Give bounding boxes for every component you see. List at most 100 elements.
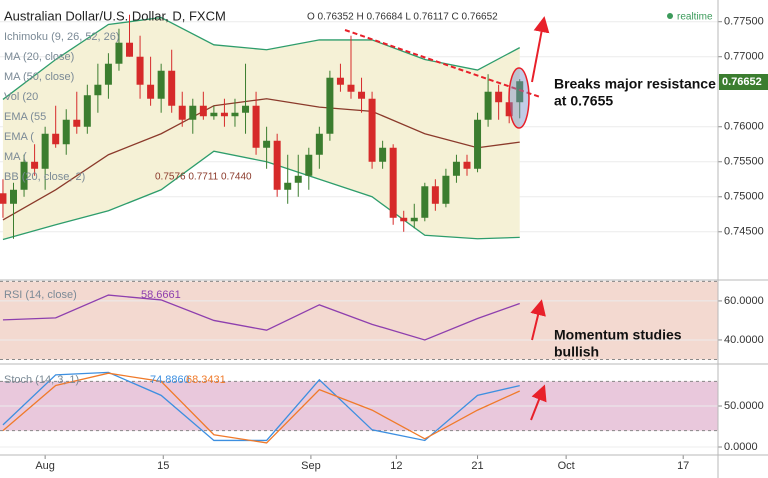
- candle-body: [347, 84, 355, 92]
- candle-body: [178, 105, 186, 120]
- panel-title: RSI (14, close): [4, 289, 77, 301]
- indicator-label: MA (50, close): [4, 71, 74, 83]
- arrow: [530, 384, 547, 421]
- candle-body: [358, 91, 366, 99]
- annotation: Momentum studies: [554, 327, 682, 343]
- candle-body: [389, 147, 397, 218]
- candle-body: [147, 84, 155, 99]
- y-tick-label: 0.77000: [724, 51, 764, 63]
- candle-body: [252, 105, 260, 148]
- candle-body: [452, 161, 460, 176]
- candle-body: [336, 77, 344, 85]
- value-label: 68.3431: [186, 374, 226, 386]
- candle-body: [484, 91, 492, 120]
- y-tick-label: 40.0000: [724, 334, 764, 346]
- candle-body: [136, 56, 144, 85]
- x-tick-label: Sep: [301, 460, 321, 472]
- plot: 0.77500 0.77000 0.76000 0.75500 0.75000 0.745…: [0, 14, 764, 472]
- candle-body: [210, 112, 218, 117]
- indicator-label: BB (20, close, 2): [4, 171, 85, 183]
- value-label: 58.6661: [141, 289, 181, 301]
- status: realtime: [677, 12, 713, 23]
- band: [0, 281, 718, 360]
- y-tick-label: 0.76000: [724, 121, 764, 133]
- y-tick-label: 0.75000: [724, 191, 764, 203]
- highlight: [508, 67, 530, 129]
- candle-body: [442, 175, 450, 204]
- candle-body: [474, 119, 482, 169]
- candle-body: [273, 140, 281, 190]
- y-tick-label: 0.75500: [724, 156, 764, 168]
- candle-body: [263, 140, 271, 148]
- series-line: [2, 371, 520, 442]
- series-line: [2, 294, 520, 341]
- candle-body: [83, 95, 91, 127]
- candle-body: [305, 154, 313, 176]
- annotation: at 0.7655: [554, 93, 613, 109]
- candle-body: [326, 77, 334, 134]
- candle-body: [126, 42, 134, 57]
- chart-title: Australian Dollar/U.S. Dollar, D, FXCM: [4, 8, 226, 23]
- annotation: bullish: [554, 344, 599, 360]
- indicator-label: Vol (20: [4, 91, 38, 103]
- value-label: 74.8860: [150, 374, 190, 386]
- candle-body: [400, 217, 408, 222]
- candle-body: [284, 182, 292, 190]
- indicator-label: Ichimoku (9, 26, 52, 26): [4, 31, 120, 43]
- candle-body: [62, 119, 70, 145]
- price-tag: 0.76652: [722, 76, 762, 88]
- candle-body: [94, 84, 102, 96]
- x-tick-label: Oct: [558, 460, 575, 472]
- indicator-label: MA (: [4, 151, 27, 163]
- candle-body: [463, 161, 471, 169]
- candle-body: [73, 119, 81, 127]
- candle-body: [495, 91, 503, 103]
- candle-body: [20, 161, 28, 190]
- series-line: [2, 372, 520, 444]
- series-line: [2, 98, 520, 221]
- candle-body: [379, 147, 387, 162]
- price-tag-bg: [719, 74, 768, 90]
- candle-body: [168, 70, 176, 106]
- candle-body: [0, 193, 7, 204]
- trendline: [344, 29, 541, 98]
- y-tick-label: 0.74500: [724, 226, 764, 238]
- x-tick-label: 17: [677, 460, 689, 472]
- candle-body: [294, 175, 302, 183]
- candle-body: [431, 186, 439, 204]
- x-tick-label: 21: [471, 460, 483, 472]
- candle-body: [104, 63, 112, 85]
- candle-body: [157, 70, 165, 99]
- candle-body: [31, 161, 39, 169]
- candle-body: [199, 105, 207, 117]
- candle-body: [189, 105, 197, 120]
- x-tick-label: Aug: [35, 460, 55, 472]
- x-tick-label: 15: [157, 460, 169, 472]
- indicator-label: EMA (: [4, 131, 34, 143]
- y-tick-label: 0.0000: [724, 441, 758, 453]
- indicator-label: MA (20, close): [4, 51, 74, 63]
- candle-body: [231, 112, 239, 117]
- arrow: [531, 16, 550, 83]
- y-tick-label: 60.0000: [724, 295, 764, 307]
- ohlc: O 0.76352 H 0.76684 L 0.76117 C 0.76652: [307, 12, 498, 23]
- candle-body: [421, 186, 429, 218]
- candle-body: [220, 112, 228, 117]
- candle-body: [115, 42, 123, 64]
- indicator-label: EMA (55: [4, 111, 46, 123]
- candle-body: [368, 98, 376, 162]
- arrow: [530, 299, 546, 341]
- series-line: [2, 16, 521, 100]
- candle-body: [315, 133, 323, 155]
- panel-title: Stoch (14, 3, 1): [4, 374, 79, 386]
- candle-body: [9, 189, 17, 204]
- y-tick-label: 50.0000: [724, 400, 764, 412]
- annotation: Breaks major resistance: [554, 76, 716, 92]
- status-dot: [667, 13, 673, 19]
- candle-body: [41, 133, 49, 169]
- y-tick-label: 0.77500: [724, 16, 764, 28]
- candle-body: [410, 217, 418, 222]
- candle-body: [516, 81, 524, 103]
- candle-body: [52, 133, 60, 145]
